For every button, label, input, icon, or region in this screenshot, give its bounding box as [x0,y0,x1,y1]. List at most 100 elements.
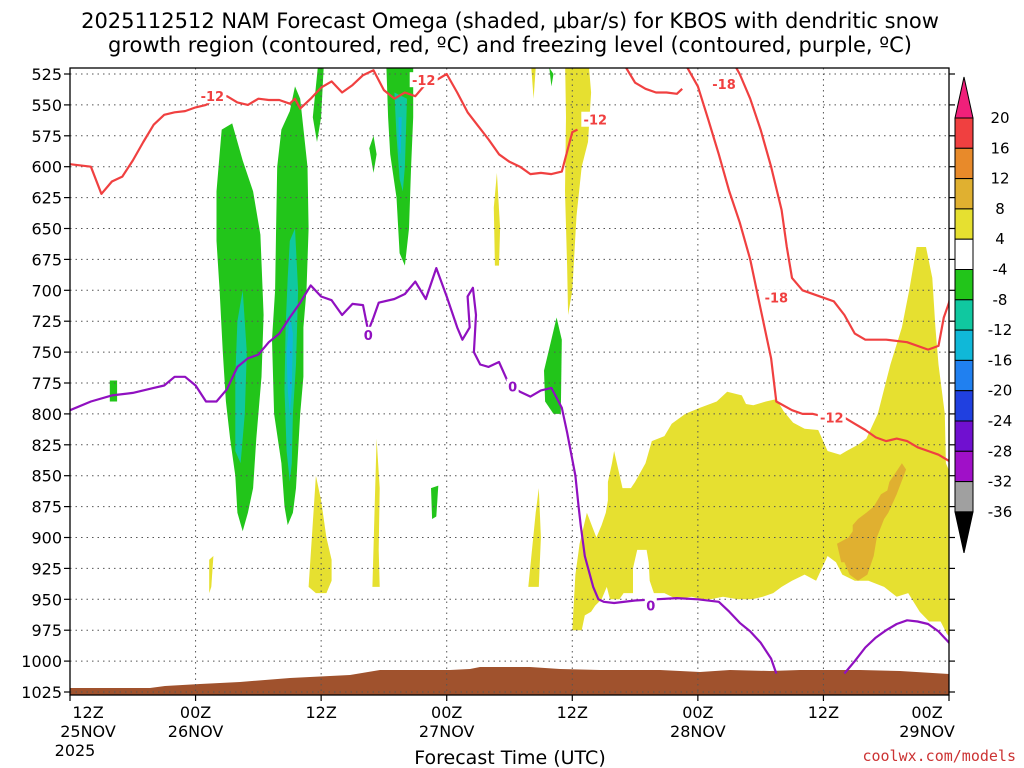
omega-region-neg8-6 [431,485,439,519]
contour-label-bg-2 [581,111,610,127]
y-tick-label-850: 850 [31,467,62,486]
contour-label-1: -12 [412,74,436,89]
colorbar-label-7: -12 [988,321,1013,339]
contour-label-8: 0 [646,599,655,614]
contour-layer [70,68,949,675]
colorbar-bottom-arrow [954,511,974,554]
y-tick-label-775: 775 [31,374,62,393]
colorbar-swatch-13 [954,481,974,513]
colorbar-label-9: -20 [988,382,1013,400]
omega-region-neg16-12 [286,315,293,414]
contour-label-layer: -12 -12 -12 -18 -18 -12 0 0 0 [198,72,846,614]
colorbar-swatch-8 [954,329,974,361]
y-tick-label-925: 925 [31,559,62,578]
colorbar-swatch-7 [954,299,974,331]
x-tick-label-60: 00Z [682,703,713,722]
y-tick-label-950: 950 [31,590,62,609]
y-tick-label-600: 600 [31,158,62,177]
contour-label-6: 0 [364,329,373,344]
colorbar-swatch-12 [954,450,974,483]
contour-label-bg-8 [644,597,657,613]
contour-line-1 [624,68,683,95]
contour-label-5: -12 [820,412,844,427]
y-tick-label-750: 750 [31,343,62,362]
colorbar: 20 16 12 8 4 -4 -8 -12 -16 -20 -24 -28 -32 -36 [954,76,1013,554]
colorbar-swatch-4 [954,208,974,240]
omega-region-pos4-14 [209,556,214,594]
colorbar-swatch-2 [954,147,974,180]
y-tick-label-650: 650 [31,220,62,239]
contour-label-bg-1 [409,72,438,88]
plot-frame [69,67,950,696]
contour-line-0 [70,69,578,195]
contour-label-7: 0 [508,381,517,396]
x-tick-label-24: 12Z [305,703,336,722]
omega-shading-layer [109,68,949,637]
x-tick-date-0: 25NOV [60,722,116,741]
omega-region-neg8-4 [369,135,377,173]
y-tick-label-825: 825 [31,436,62,455]
y-tick-label-700: 700 [31,281,62,300]
omega-region-neg8-0 [109,380,118,402]
y-tick-label-875: 875 [31,498,62,517]
omega-region-pos4-19 [531,68,536,99]
y-tick-label-725: 725 [31,312,62,331]
x-tick-date-36: 27NOV [419,722,475,741]
x-tick-year-0: 2025 [55,741,96,760]
colorbar-label-5: -4 [993,261,1008,279]
colorbar-swatch-1 [954,117,974,149]
y-tick-label-550: 550 [31,96,62,115]
colorbar-label-13: -36 [988,503,1013,521]
contour-line-5 [843,619,949,675]
contour-label-bg-4 [762,289,791,305]
y-tick-label-900: 900 [31,529,62,548]
omega-region-neg8-8 [549,68,554,87]
chart-subtitle: growth region (contoured, red, ºC) and f… [108,33,912,57]
omega-region-pos4-18 [528,488,541,587]
y-tick-label-1025: 1025 [21,683,62,702]
y-tick-label-675: 675 [31,250,62,269]
colorbar-swatch-9 [954,359,974,392]
colorbar-label-10: -24 [988,412,1013,430]
colorbar-swatch-5 [954,238,974,270]
contour-label-3: -18 [712,78,736,93]
y-axis: 525 550 575 600 625 650 675 700 725 750 775 800 825 8… [21,65,955,702]
y-tick-label-800: 800 [31,405,62,424]
x-tick-label-84: 00Z [911,703,942,722]
contour-label-4: -18 [765,292,789,307]
x-tick-label-36: 00Z [431,703,462,722]
y-tick-label-575: 575 [31,127,62,146]
omega-region-neg8-7 [544,317,562,414]
contour-line-4 [70,267,778,674]
colorbar-label-3: 8 [995,200,1005,218]
colorbar-label-1: 16 [990,139,1009,157]
x-tick-label-72: 12Z [808,703,839,722]
omega-region-pos4-16 [372,438,380,587]
terrain-fill [70,667,949,695]
contour-label-2: -12 [584,114,608,129]
x-tick-label-0: 12Z [72,703,103,722]
colorbar-swatch-10 [954,390,974,422]
colorbar-label-11: -28 [988,442,1013,460]
contour-label-bg-6 [362,326,375,342]
colorbar-label-6: -8 [993,291,1008,309]
colorbar-swatch-11 [954,420,974,452]
colorbar-label-4: 4 [995,230,1005,248]
y-tick-label-1000: 1000 [21,652,62,671]
omega-region-pos8-22 [837,463,907,581]
colorbar-label-2: 12 [990,170,1009,188]
omega-region-pos4-17 [493,172,501,266]
credit-text: coolwx.com/models [862,747,1016,765]
colorbar-swatch-3 [954,178,974,210]
contour-label-bg-0 [198,88,227,104]
omega-region-neg12-9 [235,290,247,464]
y-tick-label-975: 975 [31,621,62,640]
omega-region-pos4-20 [565,68,592,315]
contour-label-0: -12 [201,90,225,105]
x-tick-date-84: 29NOV [899,722,955,741]
x-tick-date-12: 26NOV [168,722,224,741]
omega-region-pos4-15 [308,475,332,594]
contour-label-bg-7 [506,378,519,394]
